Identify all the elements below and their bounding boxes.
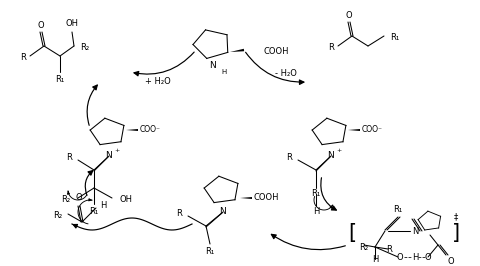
Text: +: + [336,148,342,152]
Text: R: R [386,244,392,253]
Text: H: H [313,207,319,217]
Text: N: N [106,152,112,160]
Polygon shape [126,129,138,131]
Text: COOH: COOH [264,48,289,56]
Text: R: R [176,210,182,218]
Text: R₁: R₁ [89,206,98,215]
Polygon shape [230,49,244,52]
Text: R₂: R₂ [359,243,368,251]
Text: ]: ] [452,223,460,243]
Text: R₁: R₁ [205,247,215,256]
Text: R₁: R₁ [390,34,399,43]
Text: H: H [221,69,227,75]
Text: R: R [328,44,334,52]
Text: COOH: COOH [254,193,279,202]
Text: R₁: R₁ [394,205,403,214]
Text: H: H [412,252,418,261]
Text: N: N [412,227,418,235]
Text: H: H [372,255,378,264]
Text: O: O [448,256,455,265]
Polygon shape [240,197,252,199]
Text: - H₂O: - H₂O [275,69,297,77]
Text: R: R [286,153,292,163]
Text: N: N [220,207,227,217]
Text: + H₂O: + H₂O [145,77,171,86]
Text: COO⁻: COO⁻ [362,126,383,135]
Text: R: R [66,153,72,163]
Text: +: + [114,148,120,152]
Text: COO⁻: COO⁻ [140,126,161,135]
Text: ‡: ‡ [454,213,458,222]
Text: [: [ [348,223,356,243]
Text: OH: OH [120,196,133,205]
Text: O: O [425,252,432,261]
Text: R₂: R₂ [53,211,62,221]
Text: N: N [328,152,335,160]
Text: O: O [76,193,82,202]
Text: R₁: R₁ [55,76,65,85]
Text: OH: OH [65,19,79,28]
Text: R₁: R₁ [312,189,321,198]
Text: R₂: R₂ [61,196,70,205]
Polygon shape [348,129,360,131]
Text: H: H [100,202,107,210]
Text: N: N [209,61,216,70]
Text: R: R [20,53,26,63]
Text: O: O [38,22,44,31]
Text: O: O [346,11,352,20]
Text: O: O [396,252,403,261]
Text: R₂: R₂ [80,44,89,52]
